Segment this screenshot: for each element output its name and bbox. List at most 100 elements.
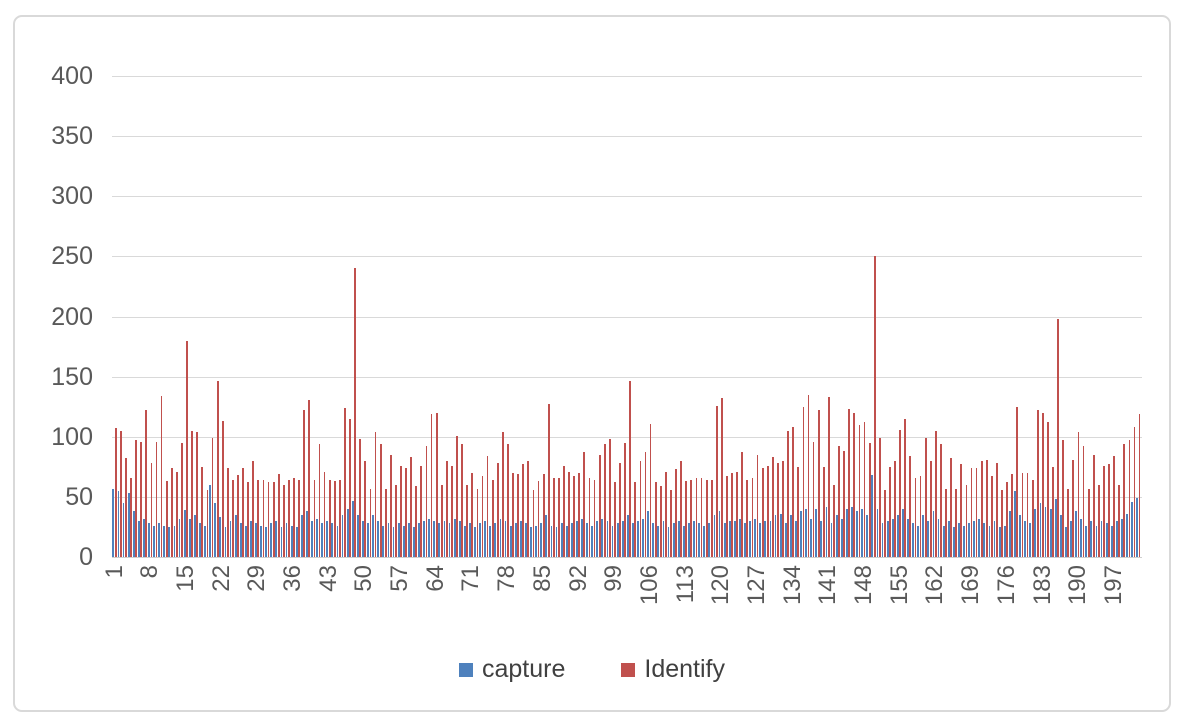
bar-pair (311, 76, 316, 557)
bar-capture (1131, 501, 1133, 557)
y-tick-label: 400 (51, 62, 93, 90)
bar-capture (214, 502, 217, 557)
bar-capture (1126, 513, 1128, 557)
bar-identify (588, 477, 591, 557)
bar-pair (407, 76, 413, 557)
bar-capture (346, 508, 349, 557)
bar-pair (861, 76, 866, 557)
bar-pair (774, 76, 779, 557)
bar-pair (667, 76, 672, 557)
bar-identify (950, 458, 953, 557)
bar-identify (960, 464, 963, 557)
bar-pair (433, 76, 438, 557)
bar-identify (537, 481, 540, 557)
x-tick-label-text: 15 (171, 565, 199, 592)
plot-area (112, 76, 1142, 558)
x-tick-label-text: 50 (350, 565, 378, 592)
bar-pair (637, 76, 642, 557)
bar-capture (458, 520, 461, 557)
bar-identify (568, 471, 570, 557)
bar-identify (603, 444, 606, 557)
bar-pair (356, 76, 362, 557)
bar-capture (275, 520, 278, 557)
bar-identify (1031, 480, 1034, 557)
bar-capture (484, 520, 487, 557)
bar-pair (463, 76, 469, 557)
bar-capture (479, 523, 481, 557)
bar-capture (163, 525, 166, 557)
bar-pair (377, 76, 382, 557)
bar-identify (940, 444, 942, 557)
gridline-200 (112, 316, 1142, 318)
bar-capture (759, 523, 762, 557)
bar-pair (117, 76, 122, 557)
bar-capture (382, 525, 385, 557)
bar-capture (132, 511, 135, 557)
bar-identify (298, 480, 301, 557)
bar-capture (601, 518, 604, 557)
bar-capture (682, 525, 685, 557)
bar-pair (326, 76, 331, 557)
bar-capture (1100, 520, 1103, 557)
bar-pair (912, 76, 917, 557)
bar-identify (445, 460, 448, 557)
bar-capture (474, 526, 476, 557)
bar-identify (395, 484, 397, 557)
bar-pair (1029, 76, 1034, 557)
bar-identify (664, 471, 667, 557)
bar-capture (204, 525, 206, 557)
bar-identify (634, 482, 637, 557)
bar-pair (677, 76, 683, 557)
x-tick-label-text: 8 (136, 565, 164, 579)
bar-identify (884, 489, 886, 557)
bar-capture (137, 520, 140, 557)
bar-identify (125, 458, 127, 557)
bar-identify (578, 472, 581, 557)
bar-pair (1100, 76, 1105, 557)
bar-capture (998, 526, 1001, 557)
bar-pair (1024, 76, 1029, 557)
bar-pair (728, 76, 733, 557)
bar-capture (1110, 525, 1113, 557)
bar-capture (530, 526, 532, 557)
bar-pair (519, 76, 525, 557)
bar-pair (851, 76, 856, 557)
gridline-250 (112, 256, 1142, 258)
bar-pair (723, 76, 728, 557)
bar-pair (300, 76, 306, 557)
bar-capture (800, 511, 802, 557)
y-tick-label: 0 (79, 543, 93, 571)
bar-pair (387, 76, 392, 557)
bar-capture (820, 520, 823, 557)
bar-pair (759, 76, 764, 557)
bar-pair (586, 76, 591, 557)
bar-pair (1115, 76, 1121, 557)
bar-capture (209, 484, 212, 557)
bar-capture (428, 518, 431, 557)
bar-pair (122, 76, 127, 557)
bar-capture (754, 518, 757, 557)
x-tick-label-text: 120 (707, 565, 735, 606)
bar-identify (369, 488, 372, 557)
bar-identify (186, 340, 188, 557)
bar-pair (657, 76, 662, 557)
bar-capture (932, 511, 935, 557)
bar-pair (998, 76, 1003, 557)
bar-pair (382, 76, 387, 557)
bar-capture (173, 525, 176, 557)
gridline-350 (112, 136, 1142, 138)
bar-identify (848, 409, 851, 557)
bar-pair (922, 76, 927, 557)
bar-identify (293, 477, 295, 557)
bar-identify (782, 460, 784, 557)
bar-capture (514, 523, 517, 557)
bar-pair (494, 76, 499, 557)
bar-identify (659, 486, 662, 557)
bar-identify (384, 488, 387, 557)
x-tick-label-text: 57 (386, 565, 414, 592)
bar-pair (917, 76, 922, 557)
bar-capture (1136, 498, 1139, 557)
x-tick-label-text: 92 (564, 565, 592, 592)
x-tick-label-text: 183 (1028, 565, 1056, 606)
bar-pair (575, 76, 581, 557)
